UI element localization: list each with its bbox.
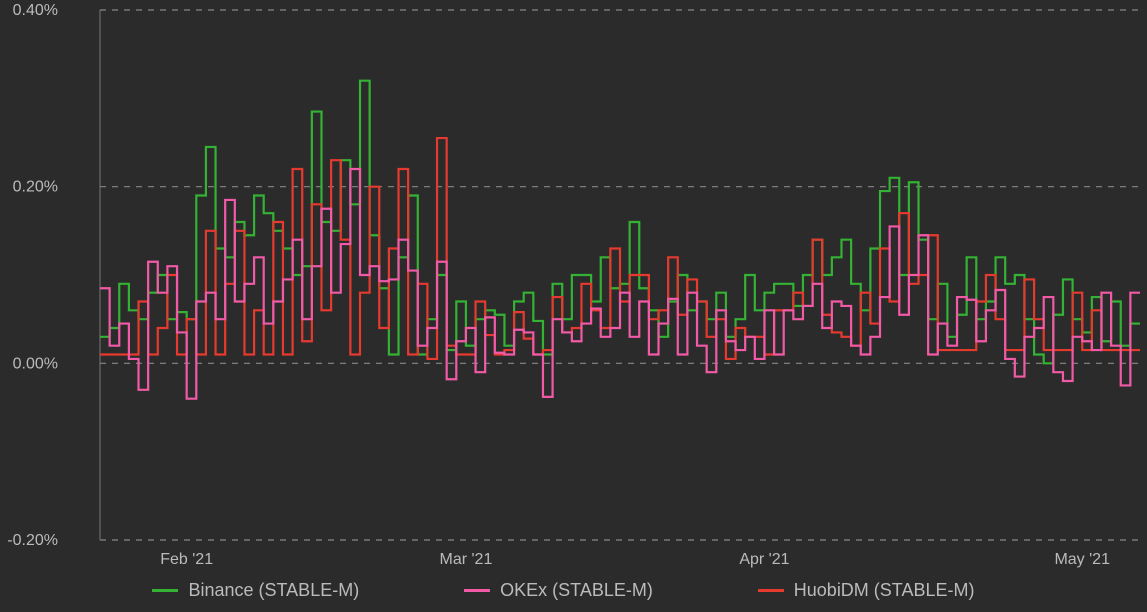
chart-legend: Binance (STABLE-M) OKEx (STABLE-M) HuobiDM…: [0, 580, 1147, 601]
x-tick-label: Feb '21: [160, 551, 213, 568]
legend-swatch-icon: [464, 589, 490, 592]
legend-label: HuobiDM (STABLE-M): [794, 580, 975, 601]
legend-item-huobidm: HuobiDM (STABLE-M): [758, 580, 975, 601]
legend-swatch-icon: [152, 589, 178, 592]
legend-item-okex: OKEx (STABLE-M): [464, 580, 653, 601]
y-tick-label: 0.20%: [13, 179, 58, 196]
x-tick-label: Mar '21: [439, 551, 492, 568]
y-tick-label: 0.00%: [13, 355, 58, 372]
x-tick-label: May '21: [1054, 551, 1110, 568]
x-tick-label: Apr '21: [739, 551, 789, 568]
legend-item-binance: Binance (STABLE-M): [152, 580, 359, 601]
funding-rate-chart: -0.20% 0.00% 0.20% 0.40% Feb '21 Mar '21 Apr '…: [0, 0, 1147, 612]
legend-label: OKEx (STABLE-M): [500, 580, 653, 601]
legend-label: Binance (STABLE-M): [188, 580, 359, 601]
y-tick-label: 0.40%: [13, 2, 58, 19]
chart-canvas: -0.20% 0.00% 0.20% 0.40% Feb '21 Mar '21 Apr '…: [0, 0, 1147, 612]
legend-swatch-icon: [758, 589, 784, 592]
y-tick-label: -0.20%: [7, 532, 58, 549]
